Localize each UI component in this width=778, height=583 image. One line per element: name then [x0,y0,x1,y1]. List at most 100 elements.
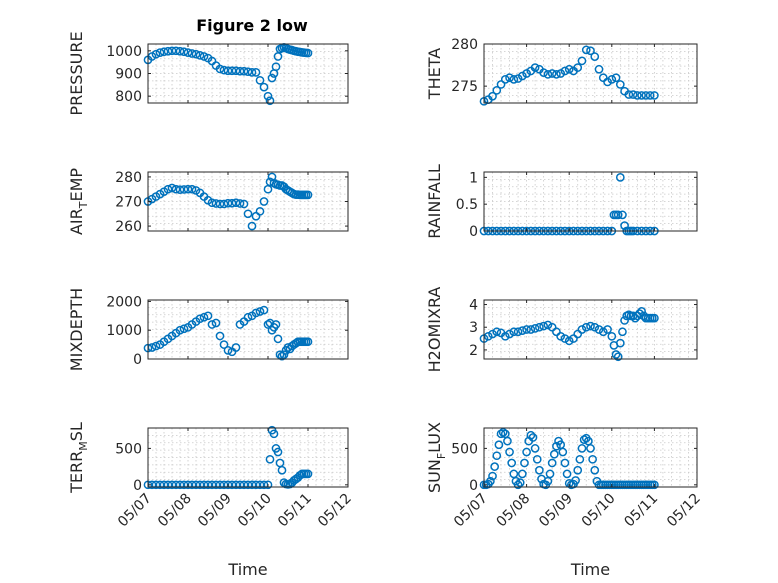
data-point [295,470,305,480]
y-tick-label: 0 [133,352,142,368]
data-point [530,63,540,72]
y-tick-label: 0 [469,478,478,494]
data-point [558,447,568,457]
data-point [277,465,287,475]
data-point [167,46,177,56]
data-point [500,331,510,341]
data-point [191,49,201,59]
data-point [215,199,225,209]
data-point [590,322,600,332]
data-point [517,71,527,81]
data-point [539,68,548,78]
data-point [231,66,241,76]
data-point [195,50,205,60]
subplot-air-temp: 260 270 280 AIRTEMP [67,168,349,235]
data-point [569,334,578,343]
y-tick-label: 500 [451,441,478,457]
data-point [492,86,502,95]
data-point [239,480,249,490]
axes-frame [147,299,349,360]
subplot-mixdepth: 0 1000 2000 MIXDEPTH [67,288,349,371]
data-point [271,62,281,72]
data-point [243,209,253,219]
data-point [223,66,233,76]
data-point [279,478,289,487]
data-point [167,480,177,490]
data-point [175,325,185,335]
data-point [513,480,523,490]
x-axis-label: Time [570,560,610,579]
data-point [251,480,261,490]
data-point [552,69,561,79]
data-point [235,480,245,490]
data-point [545,469,555,479]
y-tick-label: 1000 [106,323,142,339]
data-point [488,329,497,339]
x-tick-label: 05/12 [664,491,704,531]
data-point [271,320,281,329]
data-point [187,49,197,58]
data-point [594,64,604,74]
y-tick-label: 0 [469,224,478,240]
data-point [155,480,165,490]
x-tick-label: 05/10 [235,491,275,531]
data-point [199,52,209,61]
data-point [163,480,173,490]
data-point [187,184,197,194]
data-point [492,451,502,461]
data-point [641,91,651,100]
data-point [552,327,561,337]
data-point [650,91,659,100]
data-point [483,331,493,341]
data-point [598,327,608,337]
data-point [575,454,585,464]
y-axis-label: RAINFALL [425,164,444,239]
data-point [590,465,600,475]
data-point [303,48,313,58]
y-tick-label: 900 [115,67,142,83]
data-point [620,221,629,230]
data-point [500,75,510,84]
data-point [560,66,570,76]
data-point [247,480,257,490]
data-point [279,350,289,360]
data-point [577,444,587,453]
data-point [564,64,574,74]
y-tick-label: 260 [115,219,142,235]
data-point [637,306,646,316]
data-point [247,68,257,77]
data-point [303,337,313,347]
data-point [267,73,277,83]
data-point [507,458,517,468]
data-point [633,91,642,100]
data-point [520,458,529,468]
data-point [223,346,233,355]
data-point [243,312,253,322]
data-point [243,67,253,77]
data-point [490,462,499,471]
data-point [579,435,589,445]
data-point [163,46,173,56]
data-point [620,316,629,325]
figure-title: Figure 2 low [196,16,308,35]
data-point [586,46,595,56]
y-tick-label: 1 [469,170,478,186]
data-point [573,63,583,72]
axes-frame [483,427,698,488]
data-point [159,47,169,57]
y-axis-label: MIXDEPTH [67,288,86,371]
data-point [155,48,165,57]
data-point [195,314,205,324]
data-point [255,206,265,216]
data-point [273,52,283,61]
data-point [522,447,531,457]
data-point [488,471,497,481]
x-tick-label: 05/10 [579,491,619,531]
data-point [530,324,540,333]
data-point [494,440,504,450]
data-point [243,480,253,490]
subplot-h2omixra: 2 3 4 H2OMIXRA [425,287,698,372]
data-point [498,428,508,437]
data-point [624,90,634,99]
